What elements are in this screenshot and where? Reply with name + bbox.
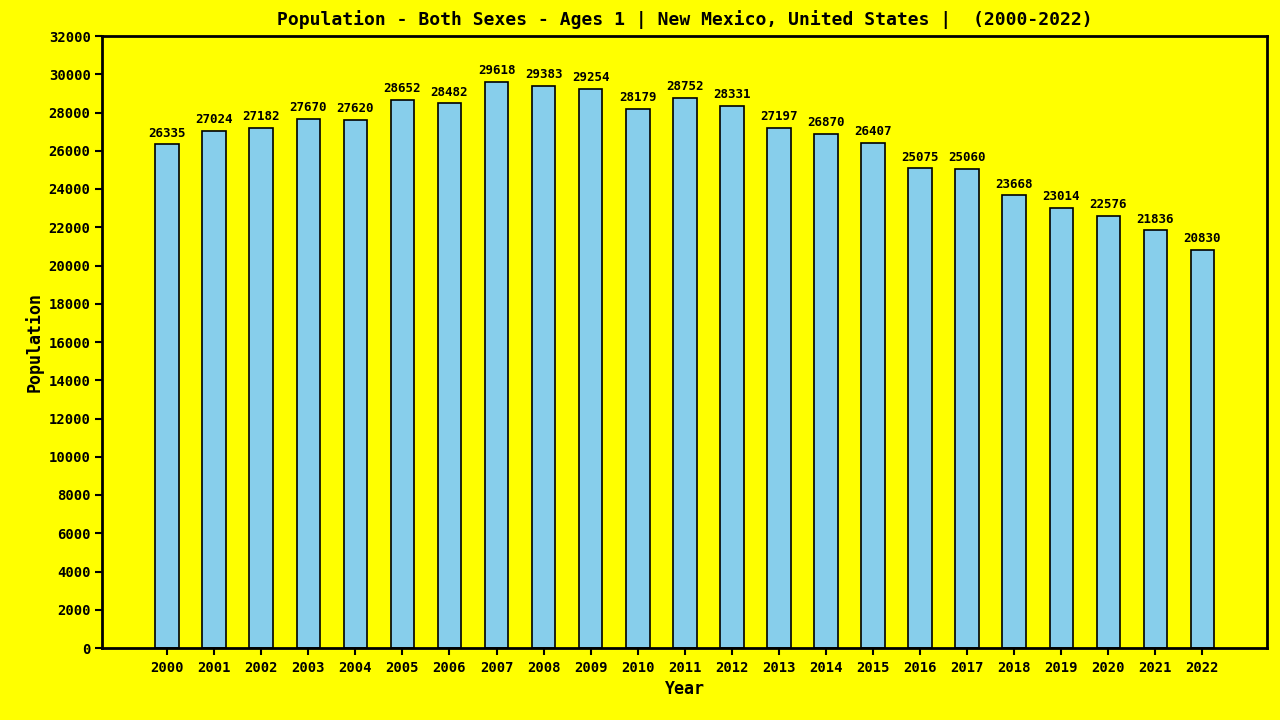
Bar	[955, 168, 979, 648]
Text: 27620: 27620	[337, 102, 374, 115]
Bar	[721, 106, 744, 648]
Bar	[1050, 208, 1073, 648]
Bar	[579, 89, 603, 648]
Text: 27670: 27670	[289, 101, 328, 114]
Bar	[438, 103, 461, 648]
Bar	[673, 98, 696, 648]
Text: 23668: 23668	[996, 178, 1033, 191]
Text: 28179: 28179	[620, 91, 657, 104]
Bar	[1097, 216, 1120, 648]
Text: 26870: 26870	[808, 117, 845, 130]
Text: 23014: 23014	[1042, 190, 1080, 203]
Text: 29383: 29383	[525, 68, 562, 81]
Text: 27182: 27182	[242, 110, 280, 123]
Bar	[814, 134, 837, 648]
Bar	[1143, 230, 1167, 648]
Bar	[485, 81, 508, 648]
Bar	[297, 119, 320, 648]
Text: 28652: 28652	[384, 82, 421, 95]
Text: 28331: 28331	[713, 89, 750, 102]
Bar	[861, 143, 884, 648]
Text: 28752: 28752	[666, 81, 704, 94]
Title: Population - Both Sexes - Ages 1 | New Mexico, United States |  (2000-2022): Population - Both Sexes - Ages 1 | New M…	[276, 10, 1093, 29]
Text: 27197: 27197	[760, 110, 797, 123]
Y-axis label: Population: Population	[24, 292, 44, 392]
Text: 20830: 20830	[1184, 232, 1221, 245]
Text: 26335: 26335	[148, 127, 186, 140]
Text: 29618: 29618	[477, 64, 516, 77]
Bar	[202, 131, 227, 648]
Bar	[532, 86, 556, 648]
Text: 28482: 28482	[431, 86, 468, 99]
Bar	[626, 109, 649, 648]
Bar	[390, 100, 415, 648]
Bar	[1002, 195, 1027, 648]
Bar	[343, 120, 367, 648]
Text: 29254: 29254	[572, 71, 609, 84]
Bar	[1190, 250, 1215, 648]
Text: 27024: 27024	[196, 113, 233, 127]
Text: 21836: 21836	[1137, 212, 1174, 225]
Bar	[155, 144, 179, 648]
Text: 25060: 25060	[948, 151, 986, 164]
Bar	[250, 128, 273, 648]
X-axis label: Year: Year	[664, 680, 705, 698]
Bar	[909, 168, 932, 648]
Bar	[767, 128, 791, 648]
Text: 22576: 22576	[1089, 199, 1128, 212]
Text: 26407: 26407	[854, 125, 892, 138]
Text: 25075: 25075	[901, 150, 938, 163]
